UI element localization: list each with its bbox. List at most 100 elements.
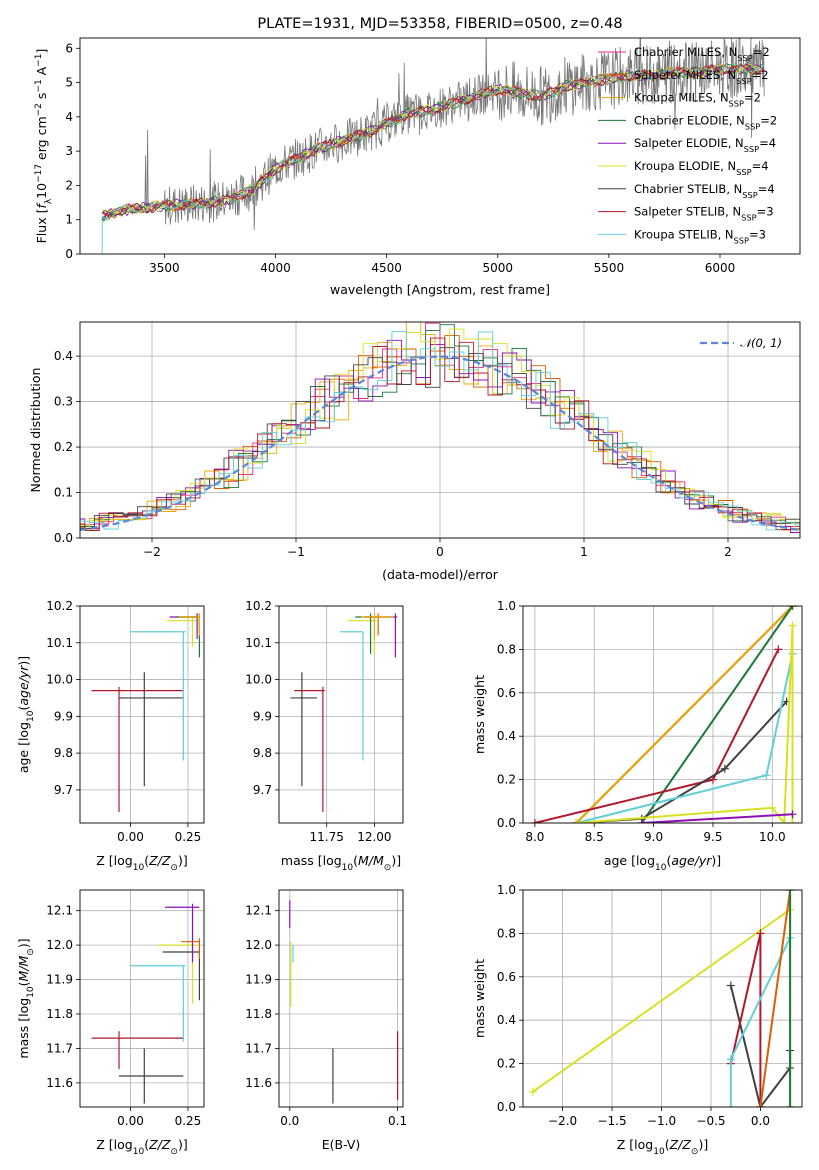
weight-marker-kroupa_elodie [788,819,797,823]
y-tick-label: 10.2 [46,599,73,613]
y-tick-label: 9.7 [253,783,272,797]
grid [279,890,403,1107]
weight-line-kroupa_elodie [576,625,794,823]
legend-entry-chabrier_stelib: Chabrier STELIB, NSSP=4 [634,182,775,200]
legend-entry-salpeter_elodie: Salpeter ELODIE, NSSP=4 [634,136,776,154]
mass-vs-extinction-panel: 0.0 0.1 11.6 11.7 11.8 11.9 12.0 12.1 E(B-V) [245,889,407,1152]
weight-line-kroupa_miles [575,606,794,823]
model-spectrum-kroupa_elodie [101,63,764,218]
x-tick-label: 12.00 [357,830,391,844]
y-tick-label: 11.6 [245,1076,272,1090]
chart-title: PLATE=1931, MJD=53358, FIBERID=0500, z=0… [257,16,622,32]
grid [80,605,204,823]
x-axis-label: age [log10(age/yr)] [604,853,721,873]
x-tick-label: 0.0 [280,1114,299,1128]
y-tick-label: 3 [65,144,73,158]
y-tick-label: 0.8 [497,642,516,656]
weight-vs-age-panel: 8.0 8.5 9.0 9.5 10.0 0.0 0.2 0.4 0.6 0.8 1.0 mass w… [472,599,803,873]
y-tick-label: 12.1 [245,904,272,918]
weight-line-kroupa_stelib [576,653,794,823]
weight-marker-kroupa_stelib [726,1055,735,1064]
y-tick-label: 12.0 [46,938,73,952]
y-tick-label: 6 [65,41,73,55]
x-tick-label: −0.5 [696,1114,725,1128]
y-tick-label: 5 [65,76,73,90]
y-tick-label: 0.0 [497,816,516,830]
x-axis-label: mass [log10(M/M⊙)] [281,853,401,873]
weight-vs-metallicity-panel: −2.0 −1.5 −1.0 −0.5 0.0 0.0 0.2 0.4 0.6 0.8 1.0 mas… [472,883,803,1157]
weight-line-salpeter_elodie [641,813,793,823]
x-tick-label: 5000 [483,261,514,275]
y-tick-label: 0.4 [497,1013,516,1027]
y-tick-label: 11.8 [245,1007,272,1021]
y-tick-label: 0.4 [497,729,516,743]
y-tick-label: 0.0 [497,1100,516,1114]
y-tick-label: 9.7 [54,783,73,797]
weight-marker-salpeter_elodie [788,810,797,819]
grid [279,605,403,823]
weight-marker-chabrier_elodie [786,890,795,894]
y-tick-label: 9.9 [54,709,73,723]
x-axis-label: Z [log10(Z/Z⊙)] [617,1137,708,1157]
weight-marker-chabrier_stelib [726,981,735,990]
y-tick-label: 9.9 [253,709,272,723]
y-tick-label: 0.2 [497,773,516,787]
model-spectrum-chabrier_elodie [101,63,764,222]
y-tick-label: 11.9 [245,973,272,987]
axes-frame [278,889,404,1108]
y-tick-label: 0.2 [54,440,73,454]
weight-marker-kroupa_stelib [726,1103,735,1107]
weight-marker-kroupa_elodie [572,819,581,823]
y-tick-label: 0.2 [497,1057,516,1071]
y-tick-label: 11.7 [46,1041,73,1055]
legend: Chabrier MILES, NSSP=2 Salpeter MILES, NS… [598,45,777,245]
y-tick-label: 0.6 [497,970,516,984]
x-axis-label: (data-model)/error [382,567,499,582]
legend-entry-salpeter_stelib: Salpeter STELIB, NSSP=3 [634,205,774,223]
x-tick-label: 2 [724,545,732,559]
spectrum-panel: 3500 4000 4500 5000 5500 6000 0 1 2 3 4 5 6 PLATE=193… [34,16,801,297]
legend-entry-kroupa_miles: Kroupa MILES, NSSP=2 [634,91,761,109]
histogram-kroupa_stelib [80,331,800,531]
x-tick-label: −2.0 [548,1114,577,1128]
weight-marker-salpeter_miles [756,1103,765,1107]
x-tick-label: 10.0 [759,830,786,844]
x-tick-label: 0.25 [175,1114,202,1128]
y-tick-label: 2 [65,178,73,192]
y-tick-label: 0.0 [54,531,73,545]
x-tick-label: 4000 [260,261,291,275]
y-axis-label: Normed distribution [28,368,43,493]
y-axis-label: mass weight [472,959,487,1038]
y-tick-label: 0 [65,247,73,261]
weight-line-chabrier_elodie [640,606,794,823]
x-tick-label: −1.5 [597,1114,626,1128]
weight-marker-kroupa_stelib [762,771,771,780]
x-tick-label: 0.00 [117,830,144,844]
y-axis-label: Flux [fλ10−17 erg cm−2 s−1 A−1] [34,49,54,244]
y-tick-label: 11.6 [46,1076,73,1090]
weight-marker-chabrier_stelib [720,764,729,773]
plot-area [530,606,797,823]
plot-area [91,903,201,1104]
x-tick-label: −1 [287,545,305,559]
x-tick-label: −1.0 [647,1114,676,1128]
x-tick-label: 8.0 [525,830,544,844]
x-tick-label: 4500 [371,261,402,275]
model-spectrum-kroupa_stelib [101,62,764,221]
y-tick-label: 10.2 [245,599,272,613]
x-tick-label: 1 [580,545,588,559]
weight-marker-chabrier_elodie [786,1103,795,1107]
y-tick-label: 10.1 [245,636,272,650]
axes-frame [278,605,404,824]
y-tick-label: 11.9 [46,973,73,987]
weight-marker-kroupa_elodie [780,819,789,823]
y-tick-label: 10.1 [46,636,73,650]
x-tick-label: 9.0 [644,830,663,844]
x-tick-label: 0 [436,545,444,559]
y-tick-label: 0.1 [54,486,73,500]
weight-marker-chabrier_elodie [788,606,797,610]
y-tick-label: 10.0 [46,673,73,687]
y-tick-label: 9.8 [54,746,73,760]
plot-area [80,322,800,534]
weight-marker-kroupa_elodie [528,1087,537,1096]
